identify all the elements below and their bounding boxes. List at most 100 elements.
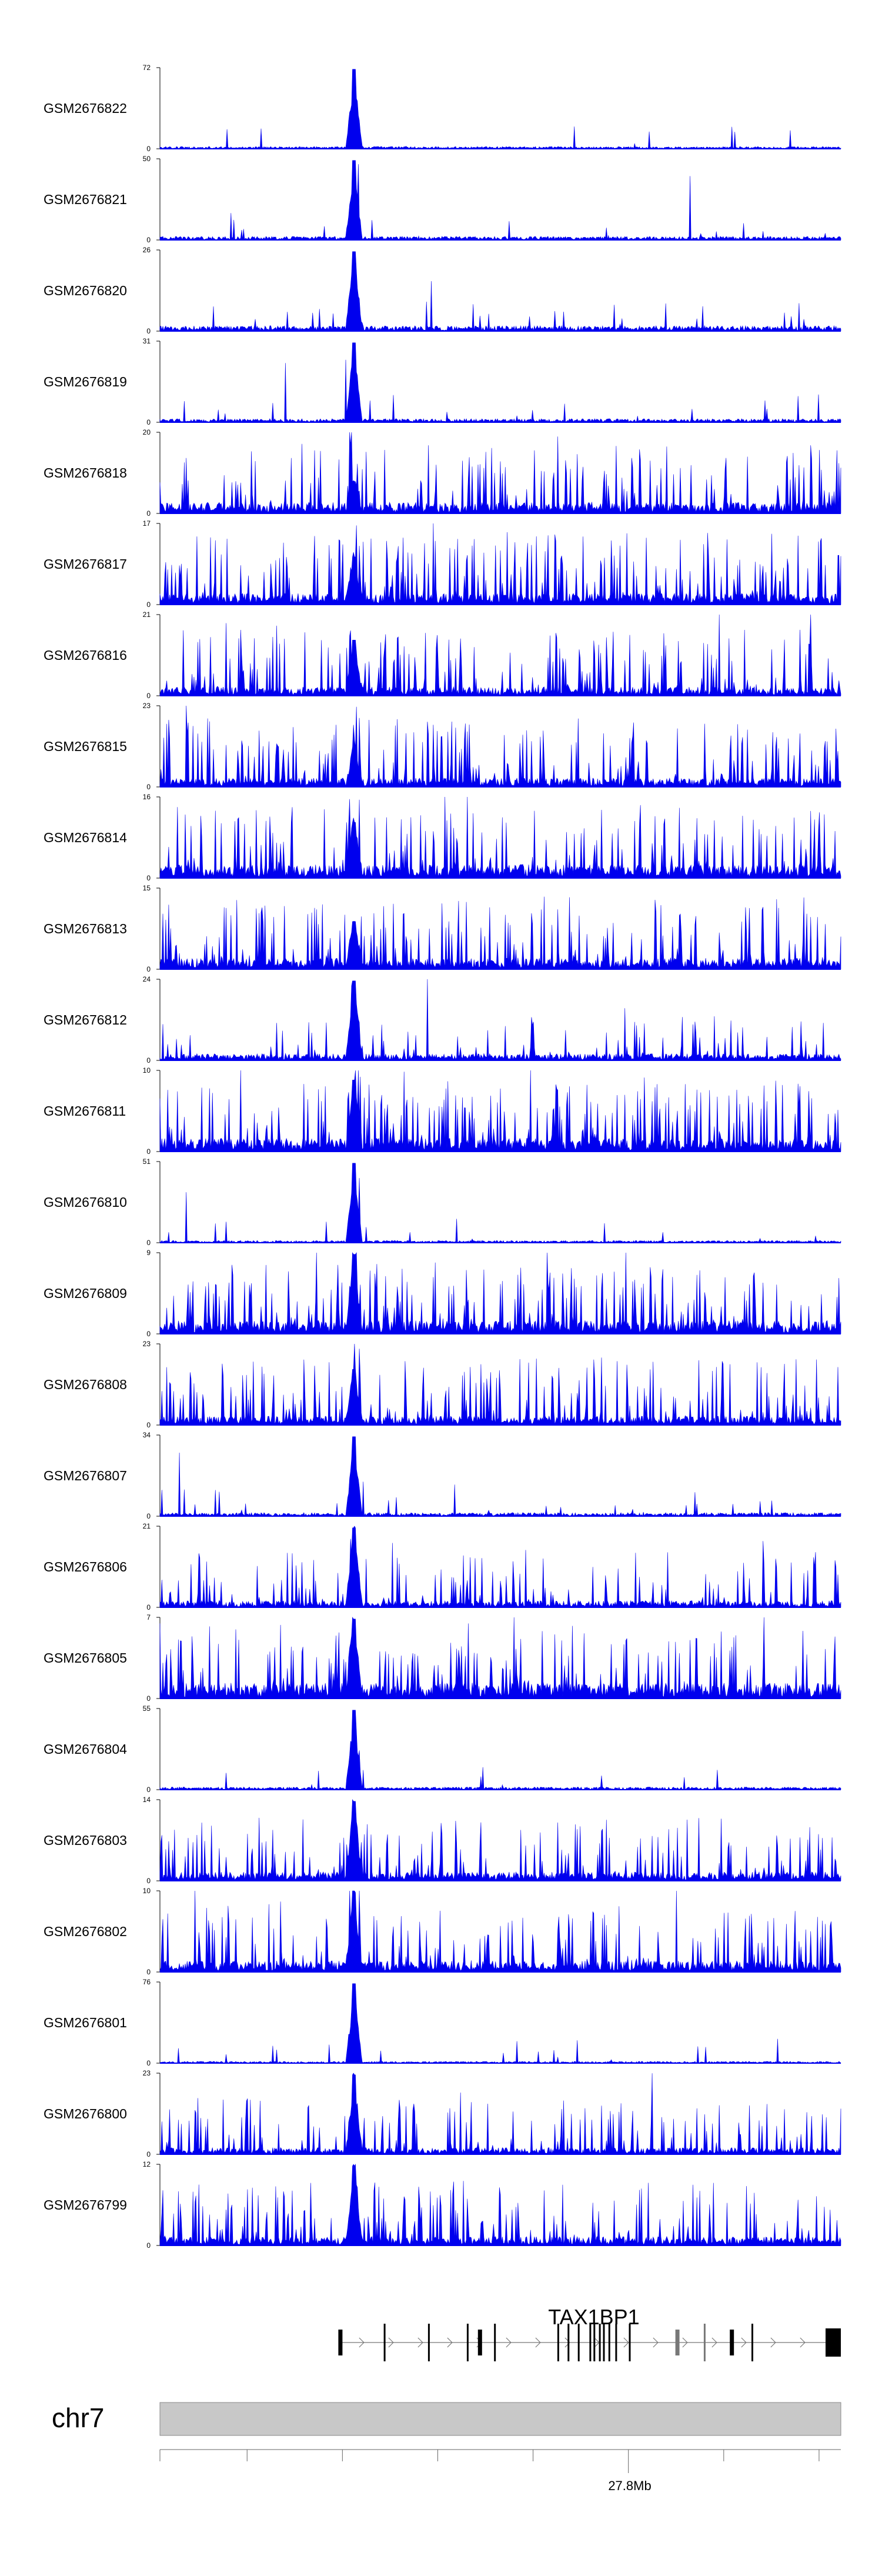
y-min-label: 0 (146, 1512, 151, 1520)
track-label: GSM2676804 (44, 1741, 127, 1757)
y-min-label: 0 (146, 2241, 151, 2250)
y-min-label: 0 (146, 1968, 151, 1976)
track-GSM2676804: GSM2676804 55 0 (44, 1704, 841, 1794)
y-max-label: 23 (143, 702, 151, 710)
strand-arrow-icon (564, 2337, 570, 2348)
y-max-label: 23 (143, 1340, 151, 1348)
strand-arrow-icon (506, 2337, 512, 2348)
y-max-label: 55 (143, 1704, 151, 1713)
exon (577, 2324, 580, 2361)
coverage-area (159, 2163, 841, 2246)
y-max-label: 34 (143, 1431, 151, 1439)
y-max-label: 23 (143, 2069, 151, 2077)
track-GSM2676813: GSM2676813 15 0 (44, 884, 841, 973)
strand-arrow-icon (770, 2337, 776, 2348)
coverage-area (159, 69, 841, 149)
track-label: GSM2676817 (44, 556, 127, 572)
coverage-area (159, 896, 841, 970)
exon (383, 2324, 386, 2361)
track-label: GSM2676808 (44, 1377, 127, 1392)
exon (427, 2324, 430, 2361)
coverage-area (159, 979, 841, 1061)
y-max-label: 12 (143, 2160, 151, 2168)
y-min-label: 0 (146, 236, 151, 244)
y-max-label: 24 (143, 975, 151, 983)
y-min-label: 0 (146, 1239, 151, 1247)
y-min-label: 0 (146, 692, 151, 700)
gene-track: TAX1BP1 (338, 2305, 841, 2361)
track-GSM2676808: GSM2676808 23 0 (44, 1340, 841, 1429)
chromosome-label: chr7 (52, 2403, 104, 2433)
exon (567, 2324, 570, 2361)
track-label: GSM2676813 (44, 921, 127, 936)
track-GSM2676818: GSM2676818 20 0 (44, 428, 841, 518)
track-label: GSM2676810 (44, 1194, 127, 1210)
y-max-label: 72 (143, 64, 151, 72)
y-max-label: 16 (143, 793, 151, 801)
y-min-label: 0 (146, 1786, 151, 1794)
exon (703, 2324, 706, 2361)
y-max-label: 15 (143, 884, 151, 892)
track-GSM2676812: GSM2676812 24 0 (44, 975, 841, 1065)
track-label: GSM2676820 (44, 283, 127, 298)
y-min-label: 0 (146, 1694, 151, 1703)
track-label: GSM2676809 (44, 1286, 127, 1301)
y-max-label: 10 (143, 1887, 151, 1895)
track-label: GSM2676803 (44, 1833, 127, 1848)
coverage-area (159, 614, 841, 696)
exon (751, 2324, 753, 2361)
track-GSM2676821: GSM2676821 50 0 (44, 155, 841, 244)
coverage-area (159, 1890, 841, 1973)
coverage-area (159, 432, 841, 514)
strand-arrow-icon (535, 2337, 541, 2348)
y-min-label: 0 (146, 965, 151, 973)
y-min-label: 0 (146, 783, 151, 791)
track-label: GSM2676800 (44, 2106, 127, 2121)
track-label: GSM2676806 (44, 1559, 127, 1574)
chromosome-ideogram: chr7 27.8Mb (52, 2402, 841, 2493)
track-label: GSM2676807 (44, 1468, 127, 1483)
chromosome-axis (159, 2449, 841, 2473)
strand-arrow-icon (711, 2337, 717, 2348)
exon (477, 2330, 482, 2355)
utr-block (826, 2328, 841, 2357)
track-label: GSM2676815 (44, 739, 127, 754)
coverage-area (159, 251, 841, 332)
track-label: GSM2676805 (44, 1650, 127, 1666)
track-GSM2676801: GSM2676801 76 0 (44, 1978, 841, 2067)
y-min-label: 0 (146, 145, 151, 153)
y-min-label: 0 (146, 1603, 151, 1611)
track-label: GSM2676799 (44, 2197, 127, 2213)
exon (730, 2330, 734, 2355)
gene-model (338, 2324, 841, 2361)
y-min-label: 0 (146, 600, 151, 609)
exon (615, 2324, 617, 2361)
coverage-area (159, 160, 841, 241)
coverage-area (159, 1983, 841, 2064)
coverage-area (159, 342, 841, 423)
track-GSM2676800: GSM2676800 23 0 (44, 2069, 841, 2158)
track-GSM2676799: GSM2676799 12 0 (44, 2160, 841, 2250)
strand-arrow-icon (800, 2337, 806, 2348)
y-min-label: 0 (146, 418, 151, 426)
strand-arrow-icon (623, 2337, 629, 2348)
exon (589, 2324, 592, 2361)
y-max-label: 10 (143, 1066, 151, 1075)
track-GSM2676802: GSM2676802 10 0 (44, 1887, 841, 1976)
track-GSM2676803: GSM2676803 14 0 (44, 1796, 841, 1885)
track-GSM2676817: GSM2676817 17 0 (44, 519, 841, 609)
y-max-label: 14 (143, 1796, 151, 1804)
coverage-area (159, 1163, 841, 1243)
y-max-label: 20 (143, 428, 151, 436)
strand-arrow-icon (359, 2337, 365, 2348)
track-label: GSM2676816 (44, 648, 127, 663)
track-GSM2676810: GSM2676810 51 0 (44, 1157, 841, 1247)
track-GSM2676820: GSM2676820 26 0 (44, 246, 841, 335)
y-max-label: 50 (143, 155, 151, 163)
coverage-area (159, 796, 841, 879)
exon (599, 2324, 601, 2361)
y-max-label: 9 (146, 1249, 151, 1257)
track-GSM2676806: GSM2676806 21 0 (44, 1522, 841, 1611)
y-max-label: 26 (143, 246, 151, 254)
coverage-area (159, 2073, 841, 2155)
